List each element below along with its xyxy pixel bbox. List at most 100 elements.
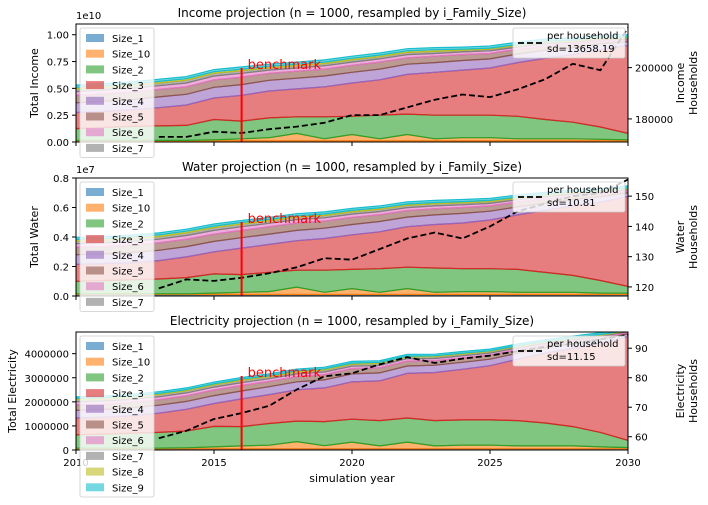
legend-swatch (86, 282, 104, 291)
y-tick-label: 0.8 (53, 174, 69, 185)
legend-swatch (86, 297, 104, 306)
area-legend: Size_1 Size_10 Size_2 Size_3 Size_4 Size_5 Siz… (79, 335, 155, 498)
line-legend-box (512, 27, 626, 59)
y-axis-label: Total Income (28, 48, 41, 119)
x-axis-label: simulation year (309, 472, 395, 485)
legend-swatch (86, 49, 104, 58)
x-tick-label: 2030 (615, 458, 640, 469)
y-tick-label: 0.0 (53, 292, 69, 303)
legend-label: Size_7 (112, 452, 144, 463)
legend-label: Size_3 (112, 389, 144, 400)
y-tick-label: 4000000 (24, 350, 69, 361)
legend-swatch (86, 112, 104, 121)
legend-swatch (86, 342, 104, 350)
x-tick-label: 2020 (339, 458, 364, 469)
line-legend-box (512, 181, 626, 213)
legend-label: Size_7 (112, 298, 144, 309)
line-legend: per household sd=13658.19 (512, 27, 626, 59)
legend-swatch (86, 128, 104, 137)
legend-label: Size_7 (112, 144, 144, 155)
area-legend: Size_1 Size_10 Size_2 Size_3 Size_4 Size_5 Siz… (79, 181, 155, 313)
legend-label: Size_4 (112, 405, 144, 416)
plot-area (76, 178, 628, 296)
legend-label: Size_4 (112, 97, 144, 108)
y-offset-label: 1e7 (76, 165, 95, 176)
chart-title: Income projection (n = 1000, resampled b… (178, 6, 527, 20)
legend-swatch (86, 389, 104, 398)
legend-box (79, 181, 155, 313)
y2-tick-label: 70 (635, 403, 648, 414)
chart-panel-3: benchmark Electricity projection (n = 100… (6, 314, 700, 498)
legend-swatch (86, 483, 104, 492)
legend-label: Size_5 (112, 267, 144, 278)
line-legend-label: per household (547, 339, 619, 350)
y2-tick-label: 120 (635, 283, 654, 294)
legend-swatch (86, 96, 104, 105)
y2-tick-label: 180000 (635, 115, 673, 126)
legend-label: Size_3 (112, 81, 144, 92)
legend-label: Size_10 (112, 50, 150, 61)
legend-swatch (86, 420, 104, 429)
legend-label: Size_6 (112, 128, 144, 139)
line-legend-label: per household (547, 185, 619, 196)
y-tick-label: 0.75 (47, 58, 69, 69)
legend-label: Size_4 (112, 251, 144, 262)
y-tick-label: 2000000 (24, 398, 69, 409)
legend-label: Size_6 (112, 436, 144, 447)
y-offset-label: 1e10 (76, 11, 101, 22)
y2-tick-label: 140 (635, 222, 654, 233)
area-legend: Size_1 Size_10 Size_2 Size_3 Size_4 Size_5 Siz… (79, 27, 155, 159)
legend-swatch (86, 451, 104, 460)
legend-label: Size_8 (112, 468, 144, 479)
y2-tick-label: 150 (635, 192, 654, 203)
legend-swatch (86, 266, 104, 275)
line-legend-sd: sd=10.81 (547, 198, 596, 209)
line-legend-sd: sd=13658.19 (547, 44, 615, 55)
y-tick-label: 1.00 (47, 31, 69, 42)
y-axis-label: Total Water (28, 206, 41, 269)
line-legend-sd: sd=11.15 (547, 352, 596, 363)
benchmark-label: benchmark (248, 212, 322, 227)
y-tick-label: 0.2 (53, 263, 69, 274)
legend-swatch (86, 467, 104, 476)
chart-panel-1: benchmark Income projection (n = 1000, re… (28, 6, 700, 159)
legend-label: Size_10 (112, 204, 150, 215)
y-tick-label: 0.00 (47, 138, 69, 149)
y-tick-label: 0.6 (53, 204, 69, 215)
benchmark-label: benchmark (248, 58, 322, 73)
y-tick-label: 0.50 (47, 84, 69, 95)
y-tick-label: 0.4 (53, 233, 69, 244)
y2-tick-label: 60 (635, 433, 648, 444)
line-legend-label: per household (547, 31, 619, 42)
y2-tick-label: 80 (635, 374, 648, 385)
y2-axis-label: Households (687, 205, 700, 269)
legend-label: Size_10 (112, 358, 150, 369)
line-legend: per household sd=11.15 (512, 335, 626, 367)
legend-swatch (86, 250, 104, 259)
y-axis-label: Total Electricity (6, 349, 19, 434)
legend-label: Size_9 (112, 483, 144, 494)
legend-swatch (86, 373, 104, 382)
legend-label: Size_5 (112, 113, 144, 124)
y-tick-label: 0.25 (47, 111, 69, 122)
legend-label: Size_1 (112, 188, 144, 199)
legend-label: Size_1 (112, 34, 144, 45)
chart-title: Electricity projection (n = 1000, resamp… (170, 314, 534, 328)
x-tick-label: 2025 (477, 458, 502, 469)
legend-label: Size_2 (112, 219, 144, 230)
y-tick-label: 1000000 (24, 422, 69, 433)
legend-swatch (86, 357, 104, 366)
y2-tick-label: 130 (635, 253, 654, 264)
legend-swatch (86, 143, 104, 152)
y2-axis-label: Households (687, 359, 700, 423)
legend-swatch (86, 219, 104, 228)
legend-label: Size_5 (112, 421, 144, 432)
y-tick-label: 3000000 (24, 374, 69, 385)
y-tick-label: 0 (63, 446, 69, 457)
y2-axis-label: Electricity (674, 363, 687, 418)
legend-label: Size_3 (112, 235, 144, 246)
y2-tick-label: 90 (635, 344, 648, 355)
line-legend: per household sd=10.81 (512, 181, 626, 213)
legend-swatch (86, 188, 104, 196)
